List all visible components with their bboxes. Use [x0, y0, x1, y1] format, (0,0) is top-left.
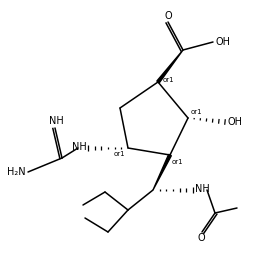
Text: H₂N: H₂N [7, 167, 26, 177]
Text: OH: OH [216, 37, 231, 47]
Text: NH: NH [195, 184, 210, 194]
Text: OH: OH [228, 117, 243, 127]
Text: O: O [164, 11, 172, 21]
Text: O: O [197, 233, 205, 243]
Polygon shape [157, 50, 183, 83]
Text: or1: or1 [191, 109, 203, 115]
Text: NH: NH [49, 116, 63, 126]
Text: or1: or1 [163, 77, 175, 83]
Text: or1: or1 [172, 159, 184, 165]
Text: or1: or1 [113, 151, 125, 157]
Polygon shape [153, 154, 171, 190]
Text: NH: NH [72, 142, 87, 152]
